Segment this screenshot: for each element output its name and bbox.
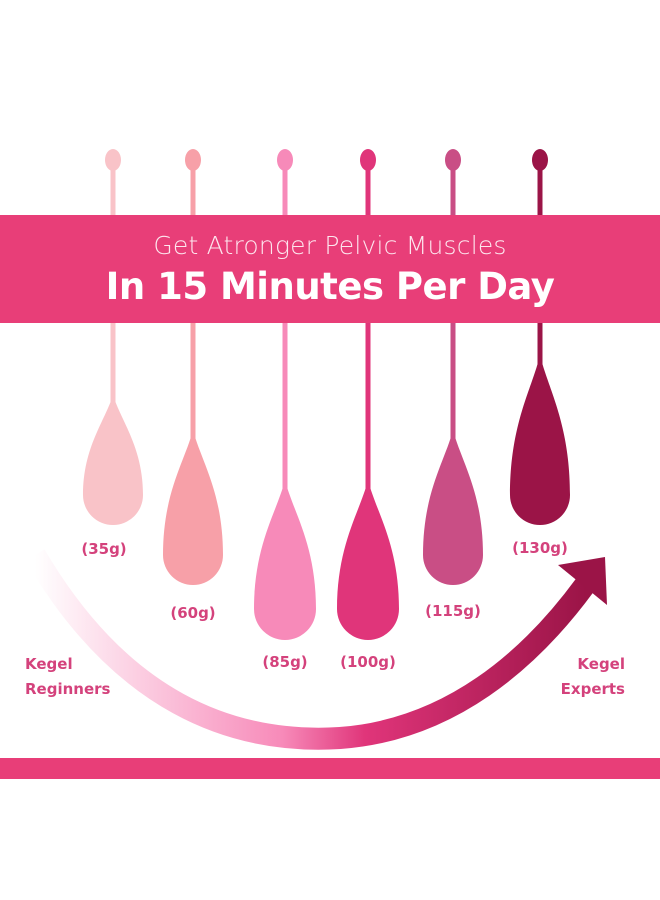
weight-label: (100g) — [340, 653, 396, 671]
ball-body — [83, 395, 143, 525]
kegel-ball — [83, 149, 143, 525]
weight-label: (35g) — [81, 540, 127, 558]
experts-line1: Kegel — [577, 655, 625, 673]
ball-body — [510, 355, 570, 525]
kegel-ball — [337, 149, 399, 640]
experts-line2: Experts — [560, 680, 625, 698]
ball-body — [254, 480, 316, 640]
ball-knob — [185, 149, 201, 171]
kegel-ball — [510, 149, 570, 525]
beginners-line2: Reginners — [25, 680, 111, 698]
progress-arrow — [25, 549, 594, 750]
ball-knob — [532, 149, 548, 171]
headline-subtitle: Get Atronger Pelvic Muscles — [153, 231, 507, 260]
ball-knob — [277, 149, 293, 171]
headline-title: In 15 Minutes Per Day — [105, 265, 555, 308]
beginners-line1: Kegel — [25, 655, 73, 673]
weight-label: (130g) — [512, 539, 568, 557]
ball-knob — [105, 149, 121, 171]
weight-label: (60g) — [170, 604, 216, 622]
weight-label: (85g) — [262, 653, 308, 671]
headline-banner: Get Atronger Pelvic Muscles In 15 Minute… — [0, 215, 660, 323]
ball-body — [423, 430, 483, 585]
arrow-head — [558, 557, 607, 605]
ball-body — [163, 430, 223, 585]
ball-body — [337, 480, 399, 640]
bottom-band — [0, 758, 660, 779]
weight-label: (115g) — [425, 602, 481, 620]
ball-knob — [360, 149, 376, 171]
beginners-label: Kegel Reginners — [25, 652, 110, 702]
ball-knob — [445, 149, 461, 171]
experts-label: Kegel Experts — [561, 652, 625, 702]
kegel-ball — [254, 149, 316, 640]
